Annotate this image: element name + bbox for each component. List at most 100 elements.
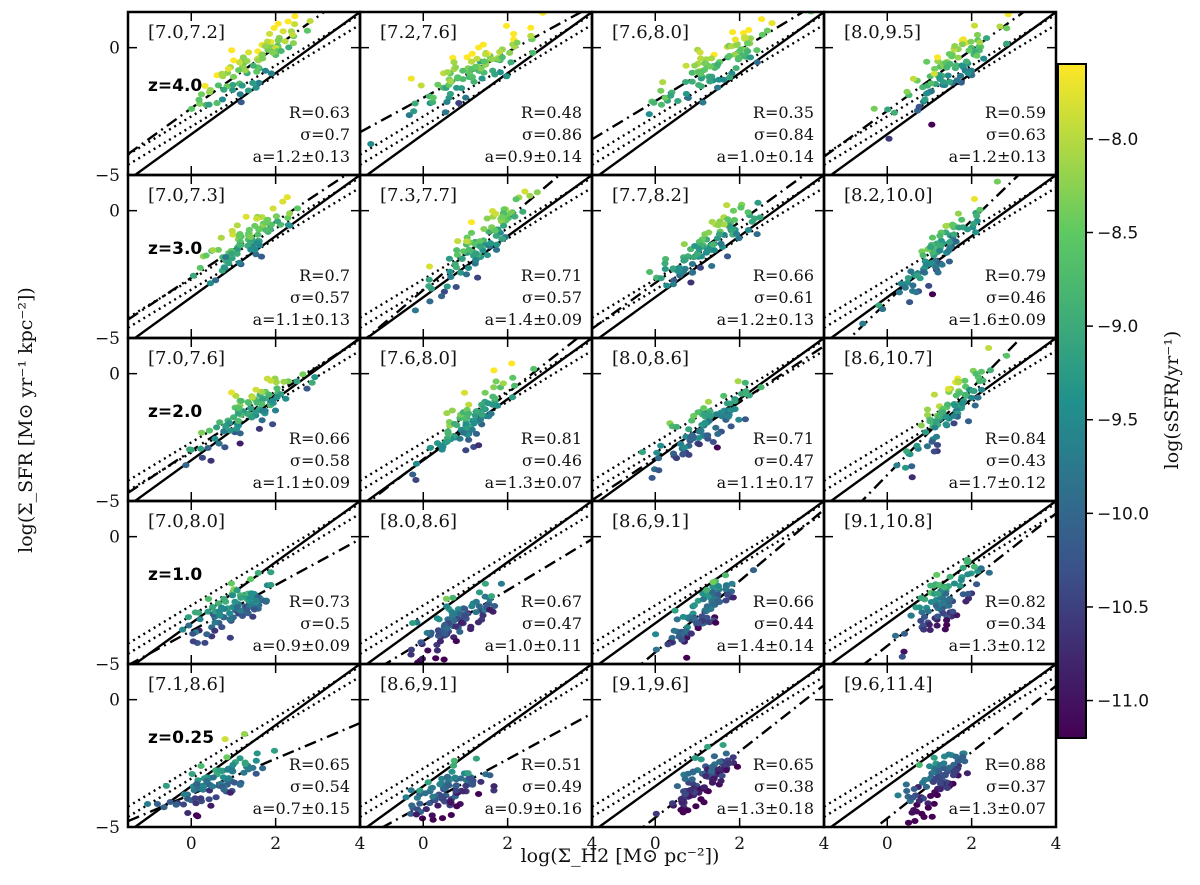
data-point <box>204 445 212 451</box>
panel-grid: [7.0,7.2]z=4.0R=0.63σ=0.7a=1.2±0.130−5[7… <box>95 10 1061 854</box>
data-point <box>254 231 262 238</box>
data-point <box>490 787 498 794</box>
data-point <box>421 790 429 797</box>
panel-r0-c0: [7.0,7.2] z=4.0 R=0.63 σ=0.7 a=1.2±0.13 0 −5 <box>95 10 362 186</box>
data-point <box>697 75 705 82</box>
data-point <box>972 229 980 236</box>
data-point <box>763 27 772 34</box>
fiducial-relation-line <box>132 12 360 175</box>
data-point <box>694 409 702 416</box>
data-point <box>246 234 255 240</box>
data-point <box>441 109 449 116</box>
data-point <box>417 639 425 646</box>
data-point <box>519 208 527 215</box>
data-point <box>247 590 255 597</box>
data-point <box>272 213 280 220</box>
data-point <box>411 100 419 107</box>
data-point <box>758 16 766 23</box>
data-point <box>710 247 718 254</box>
data-point <box>207 457 215 464</box>
data-point <box>267 569 275 576</box>
mass-bin-label: [7.1,8.6] <box>148 674 225 695</box>
data-point <box>486 240 495 247</box>
data-point <box>408 802 416 809</box>
data-point <box>733 763 742 770</box>
data-point <box>474 619 482 626</box>
data-point <box>472 755 480 762</box>
correlation-label: R=0.73 <box>289 592 350 611</box>
data-point <box>679 613 687 620</box>
data-point <box>180 791 188 798</box>
data-point <box>533 189 541 196</box>
data-point <box>198 429 206 436</box>
data-point <box>236 430 244 437</box>
data-point <box>721 572 730 579</box>
data-point <box>473 55 481 62</box>
scatter-label: σ=0.84 <box>754 125 814 144</box>
data-point <box>188 771 196 777</box>
correlation-label: R=0.66 <box>753 592 814 611</box>
data-point <box>955 224 963 231</box>
data-point <box>959 564 967 571</box>
plot-area <box>360 338 592 501</box>
scatter-label: σ=0.58 <box>290 451 350 470</box>
data-point <box>472 408 481 415</box>
data-point <box>935 767 943 774</box>
data-point <box>923 90 931 97</box>
data-point <box>909 282 917 289</box>
fiducial-relation-line <box>596 12 824 175</box>
data-point <box>933 442 942 448</box>
data-point <box>195 96 203 103</box>
data-point <box>717 778 725 784</box>
data-point <box>218 96 227 103</box>
data-point <box>712 411 721 418</box>
data-point <box>196 616 204 623</box>
data-point <box>920 269 928 275</box>
mass-bin-label: [7.0,7.2] <box>148 22 225 43</box>
data-point <box>657 442 665 449</box>
data-point <box>697 756 705 763</box>
data-point <box>153 801 161 807</box>
data-point <box>973 581 981 588</box>
data-point <box>971 402 979 409</box>
plot-area <box>824 664 1056 827</box>
data-point <box>508 360 516 367</box>
data-point <box>197 91 206 98</box>
data-point <box>367 141 375 147</box>
plot-area <box>128 12 360 175</box>
data-point <box>496 49 504 55</box>
data-point <box>698 613 706 620</box>
data-point <box>939 409 947 416</box>
data-point <box>233 222 241 229</box>
data-point <box>261 67 269 74</box>
data-point <box>248 394 256 401</box>
data-point <box>448 768 456 775</box>
data-point <box>749 567 758 574</box>
data-point <box>714 431 722 437</box>
correlation-label: R=0.88 <box>985 755 1046 774</box>
data-point <box>700 784 709 791</box>
data-point <box>454 74 462 81</box>
data-point <box>216 419 224 426</box>
data-point <box>225 260 233 267</box>
data-point <box>985 569 993 576</box>
fiducial-relation-line <box>596 501 824 664</box>
data-point <box>245 49 253 56</box>
data-point <box>707 412 715 419</box>
scatter-label: σ=0.34 <box>986 614 1046 633</box>
data-point <box>467 58 476 65</box>
data-point <box>482 51 490 58</box>
data-point <box>932 433 941 440</box>
data-point <box>255 79 263 86</box>
data-point <box>952 753 960 760</box>
data-point <box>212 277 220 284</box>
data-point <box>716 766 725 773</box>
data-point <box>688 78 696 85</box>
data-point <box>197 445 205 452</box>
scatter-label: σ=0.86 <box>522 125 582 144</box>
data-point <box>953 77 961 84</box>
data-point <box>222 598 230 605</box>
data-point <box>299 371 307 378</box>
data-point <box>221 736 229 743</box>
data-point <box>289 40 297 47</box>
